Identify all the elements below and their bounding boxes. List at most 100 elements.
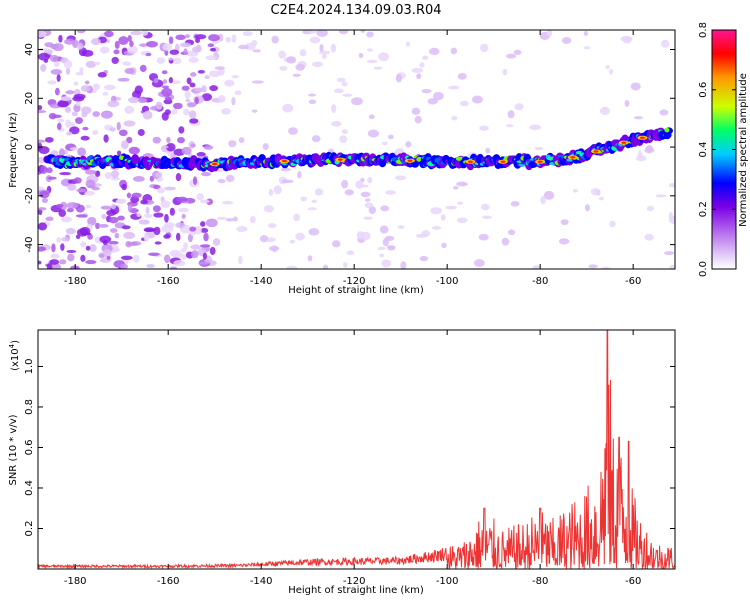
spectrogram-noise-blob — [175, 173, 182, 182]
spectrogram-noise-blob — [146, 263, 155, 268]
spectrogram-noise-blob — [170, 80, 181, 85]
spectrogram-noise-blob — [56, 122, 62, 131]
svg-text:(x104): (x104) — [8, 340, 21, 371]
spectrogram-noise-blob — [422, 55, 429, 60]
spectrogram-noise-blob — [56, 74, 61, 82]
spectrogram-noise-blob — [630, 82, 641, 91]
spectrogram-noise-blob — [104, 171, 112, 180]
spectrogram-noise-blob — [572, 189, 578, 193]
spectrogram-x-tick-label: -80 — [532, 276, 548, 287]
spectrogram-noise-blob — [38, 48, 49, 52]
spectrogram-noise-blob — [513, 49, 522, 55]
spectrogram-noise-blob — [134, 85, 143, 95]
spectrogram-noise-blob — [300, 196, 307, 202]
spectrogram-noise-blob — [198, 261, 210, 265]
spectrogram-noise-blob — [183, 242, 188, 251]
spectrogram-noise-blob — [164, 222, 175, 229]
spectrogram-noise-blob — [130, 30, 143, 36]
spectrogram-noise-blob — [457, 201, 464, 205]
spectrogram-noise-blob — [224, 79, 235, 87]
spectrogram-noise-blob — [98, 253, 105, 259]
spectrogram-noise-blob — [251, 109, 258, 113]
spectrogram-noise-blob — [381, 259, 392, 268]
spectrogram-noise-blob — [507, 110, 515, 119]
spectrogram-noise-blob — [85, 245, 91, 251]
spectrogram-noise-blob — [194, 96, 200, 105]
spectrogram-noise-blob — [84, 169, 97, 175]
spectrogram-noise-blob — [85, 60, 97, 68]
spectrogram-noise-blob — [231, 75, 240, 79]
spectrogram-noise-blob — [175, 222, 186, 229]
spectrogram-noise-blob — [107, 100, 120, 108]
spectrogram-noise-blob — [123, 120, 136, 127]
spectrogram-noise-blob — [45, 167, 53, 174]
spectrogram-noise-blob — [322, 264, 329, 269]
spectrogram-noise-blob — [38, 30, 47, 38]
snr-x-tick-label: -140 — [250, 576, 273, 587]
spectrogram-noise-blob — [212, 238, 221, 246]
spectrogram-noise-blob — [75, 214, 88, 218]
spectrogram-noise-blob — [60, 96, 72, 101]
spectrogram-noise-blob — [400, 261, 407, 269]
spectrogram-noise-blob — [279, 66, 288, 71]
spectrogram-noise-blob — [87, 216, 97, 226]
spectrogram-noise-blob — [368, 114, 375, 120]
spectrogram-noise-blob — [351, 97, 363, 106]
spectrogram-noise-blob — [175, 34, 186, 40]
spectrogram-noise-blob — [590, 188, 601, 196]
spectrogram-noise-blob — [156, 57, 165, 64]
spectrogram-noise-blob — [505, 124, 514, 128]
spectrogram-noise-blob — [168, 36, 174, 45]
colorbar: 0.0 0.2 0.4 0.6 0.8 Normalized spectral ampl… — [698, 22, 749, 277]
spectrogram-noise-blob — [339, 135, 348, 144]
spectrogram-noise-blob — [331, 104, 337, 114]
spectrogram-noise-blob — [205, 55, 217, 61]
spectrogram-noise-blob — [358, 52, 364, 59]
spectrogram-noise-blob — [367, 176, 373, 184]
spectrogram-noise-blob — [153, 184, 161, 190]
spectrogram-noise-blob — [138, 219, 150, 225]
spectrogram-noise-blob — [106, 256, 111, 260]
spectrogram-noise-blob — [100, 205, 113, 210]
spectrogram-noise-blob — [66, 207, 74, 213]
spectrogram-noise-blob — [501, 237, 510, 246]
spectrogram-noise-blob — [196, 152, 206, 157]
spectrogram-noise-blob — [40, 165, 48, 174]
spectrogram-noise-blob — [111, 56, 119, 64]
spectrogram-noise-blob — [269, 245, 280, 252]
spectrogram-hotspot-core — [337, 158, 343, 161]
spectrogram-noise-blob — [166, 136, 171, 144]
spectrogram-noise-blob — [319, 44, 324, 52]
spectrogram-noise-blob — [394, 175, 407, 181]
spectrogram-noise-blob — [58, 209, 67, 217]
spectrogram-noise-blob — [360, 30, 366, 34]
spectrogram-noise-blob — [75, 71, 84, 76]
spectrogram-noise-blob — [84, 80, 90, 85]
figure-title: C2E4.2024.134.09.03.R04 — [270, 3, 441, 18]
spectrogram-x-tick-label: -140 — [250, 276, 273, 287]
spectrogram-noise-blob — [85, 204, 92, 209]
spectrogram-noise-blob — [188, 57, 199, 63]
spectrogram-noise-blob — [202, 252, 207, 260]
snr-x-tick-label: -100 — [436, 576, 459, 587]
spectrogram-noise-blob — [40, 64, 47, 72]
spectrogram-noise-blob — [225, 36, 232, 43]
spectrogram-noise-blob — [268, 223, 277, 229]
spectrogram-noise-blob — [50, 68, 63, 75]
spectrogram-noise-blob — [155, 101, 163, 110]
spectrogram-noise-blob — [605, 65, 610, 70]
spectrogram-noise-blob — [38, 142, 43, 151]
spectrogram-hotspot-core — [621, 141, 627, 144]
spectrogram-noise-blob — [231, 34, 237, 43]
spectrogram-noise-blob — [110, 176, 121, 181]
spectrogram-noise-blob — [103, 84, 116, 91]
spectrogram-noise-blob — [205, 218, 218, 228]
spectrogram-hotspot-core — [281, 159, 287, 163]
spectrogram-noise-blob — [308, 228, 320, 236]
spectrogram-noise-blob — [67, 253, 75, 262]
spectrogram-noise-blob — [129, 40, 134, 47]
spectrogram-noise-blob — [344, 189, 354, 196]
colorbar-label: Normalized spectral amplitude — [738, 73, 749, 227]
spectrogram-noise-blob — [583, 46, 591, 50]
spectrogram-noise-blob — [185, 98, 191, 103]
